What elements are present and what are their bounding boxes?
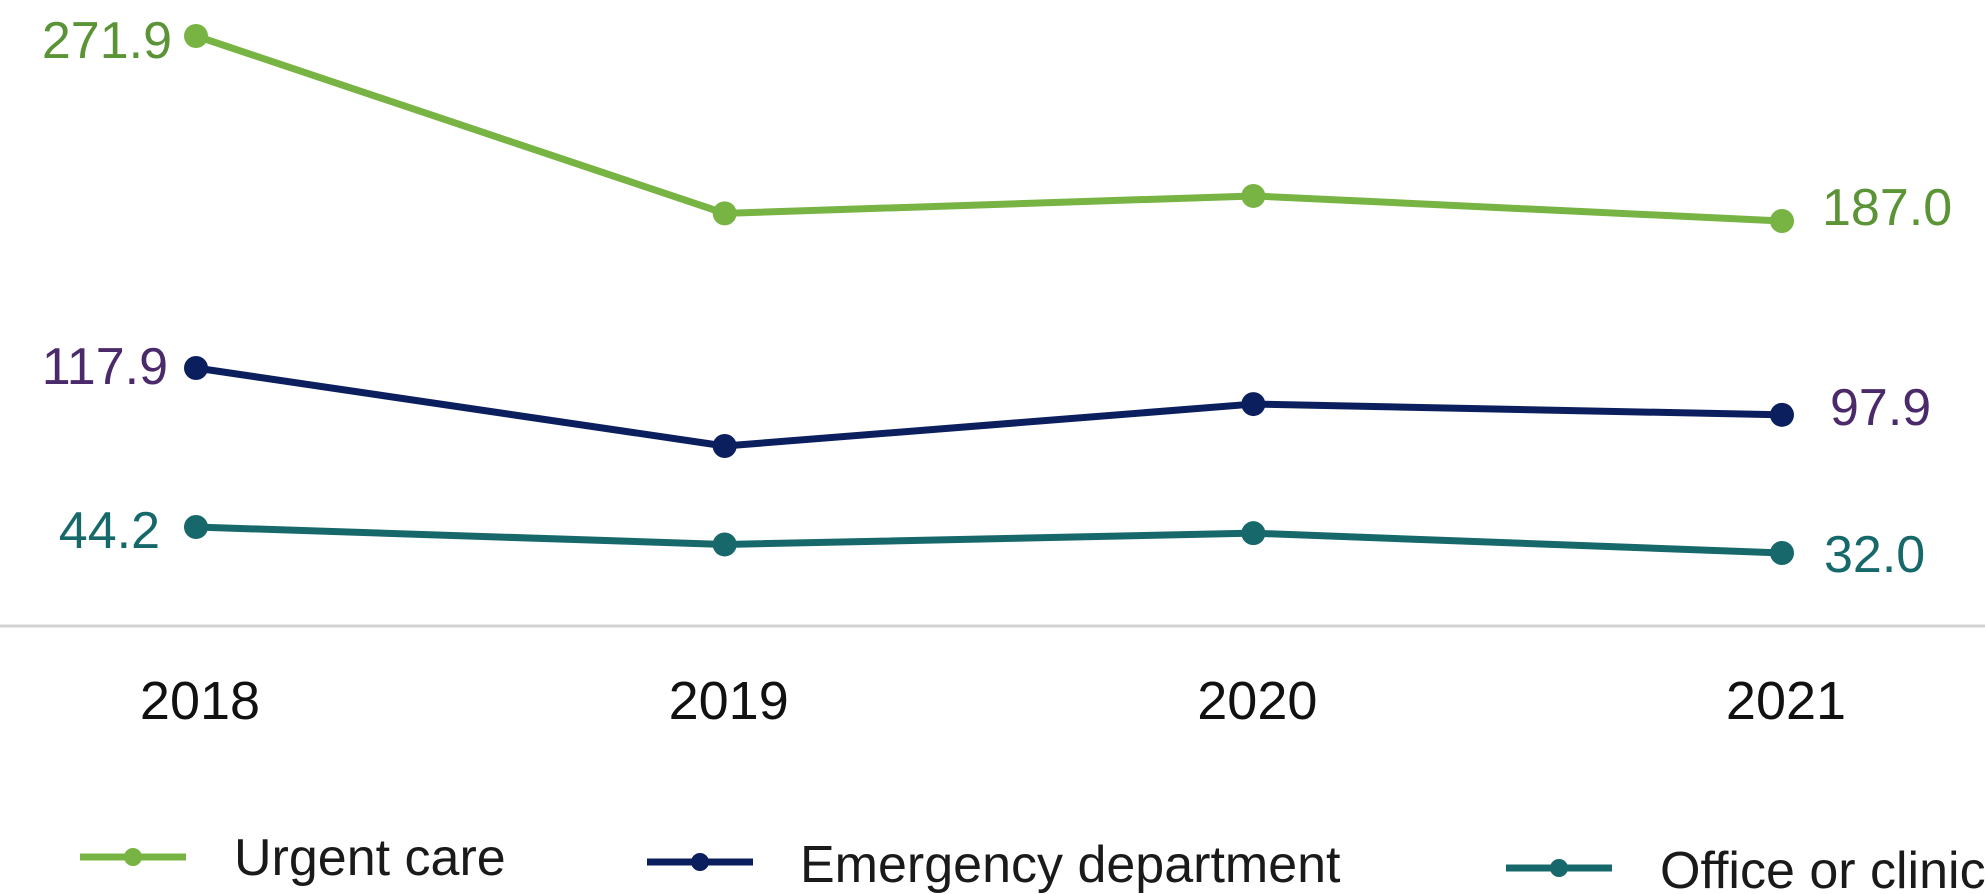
point-office-or-clinic-2019	[712, 532, 737, 557]
point-urgent-care-2020	[1241, 183, 1266, 208]
point-emergency-department-2021	[1770, 402, 1794, 427]
legend-item-urgent-care: Urgent care	[80, 829, 506, 887]
series-line-urgent-care	[194, 32, 1783, 225]
x-tick-label-2019: 2019	[669, 671, 789, 731]
legend-marker-emergency-department	[691, 853, 709, 871]
point-emergency-department-2019	[712, 434, 737, 458]
legend-item-office-or-clinic: Office or clinic	[1506, 842, 1985, 894]
series-line-emergency-department	[195, 364, 1783, 450]
point-office-or-clinic-2021	[1770, 541, 1794, 565]
data-label-ed-2018: 117.9	[42, 338, 168, 396]
legend-label-emergency-department: Emergency department	[800, 836, 1341, 894]
legend-label-urgent-care: Urgent care	[234, 829, 506, 887]
data-label-office-2018: 44.2	[59, 502, 160, 560]
data-label-urgent-2021: 187.0	[1822, 179, 1952, 237]
x-tick-label-2020: 2020	[1197, 671, 1317, 731]
point-emergency-department-2020	[1241, 392, 1266, 417]
data-label-office-2021: 32.0	[1824, 526, 1925, 584]
x-tick-label-2021: 2021	[1726, 671, 1846, 731]
legend-marker-office-or-clinic	[1550, 859, 1568, 877]
series-line-office-or-clinic	[195, 523, 1783, 557]
x-tick-label-2018: 2018	[140, 671, 260, 731]
point-office-or-clinic-2018	[184, 515, 208, 539]
x-ticks: 2018 2019 2020 2021	[140, 671, 1846, 731]
endpoint-labels: 271.9 187.0 117.9 97.9 44.2 32.0	[42, 12, 1952, 584]
data-label-urgent-2018: 271.9	[42, 12, 172, 70]
point-urgent-care-2018	[184, 24, 208, 48]
legend-label-office-or-clinic: Office or clinic	[1660, 842, 1985, 894]
point-office-or-clinic-2020	[1241, 521, 1266, 546]
legend: Urgent care Emergency department Office …	[80, 829, 1985, 894]
point-emergency-department-2018	[184, 356, 208, 380]
legend-item-emergency-department: Emergency department	[647, 836, 1341, 894]
data-label-ed-2021: 97.9	[1830, 379, 1931, 437]
point-urgent-care-2019	[712, 201, 737, 226]
point-urgent-care-2021	[1770, 209, 1794, 233]
legend-marker-urgent-care	[124, 848, 142, 866]
series-layer	[184, 24, 1794, 565]
